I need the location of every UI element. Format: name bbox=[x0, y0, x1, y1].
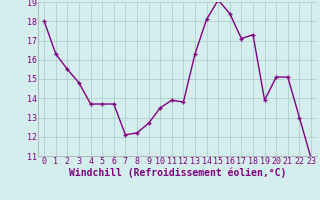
X-axis label: Windchill (Refroidissement éolien,°C): Windchill (Refroidissement éolien,°C) bbox=[69, 168, 286, 178]
